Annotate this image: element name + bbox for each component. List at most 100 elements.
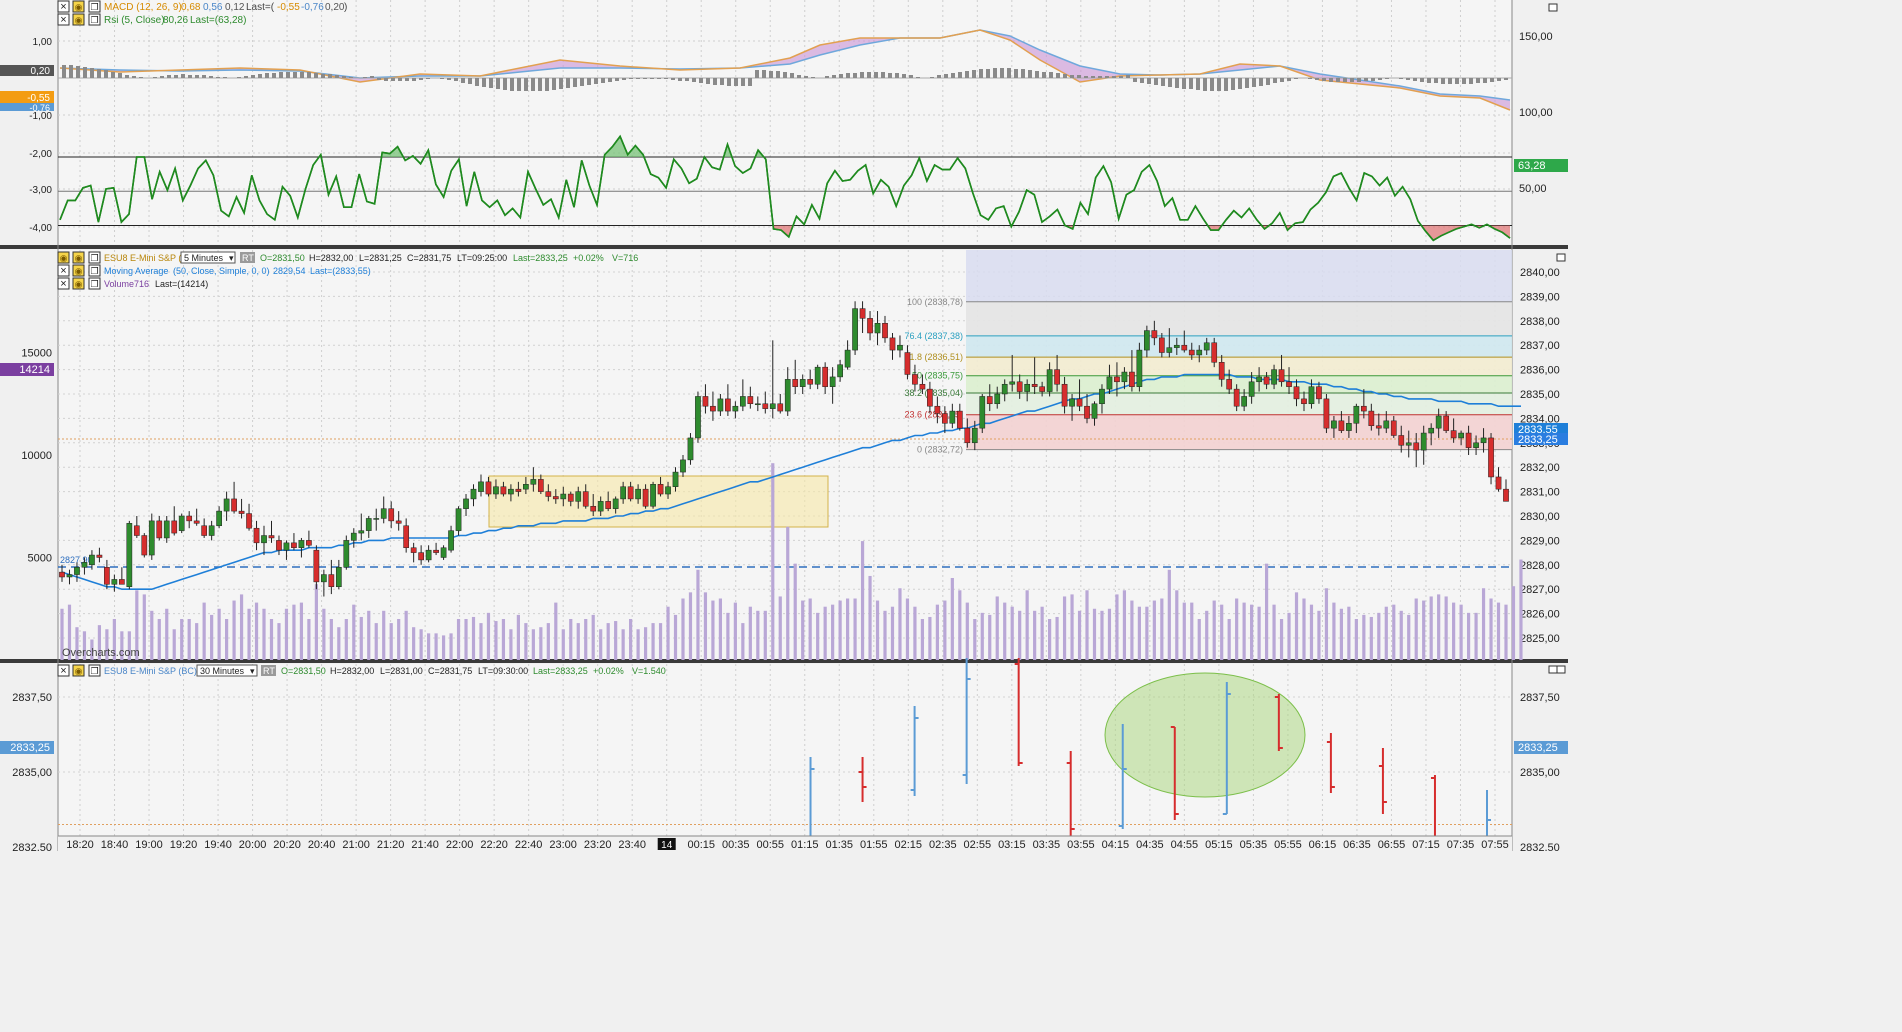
candle-body[interactable] [979, 396, 986, 429]
candle-body[interactable] [1241, 396, 1247, 407]
properties-button[interactable]: ❐ [88, 277, 101, 290]
candle-body[interactable] [1331, 420, 1337, 429]
candle-body[interactable] [276, 540, 282, 551]
candle-body[interactable] [119, 579, 125, 585]
candle-body[interactable] [560, 493, 567, 500]
candle-body[interactable] [291, 542, 297, 548]
candle-body[interactable] [792, 379, 799, 387]
timeframe-dropdown[interactable] [180, 251, 236, 264]
candle-body[interactable] [657, 484, 664, 495]
candle-body[interactable] [680, 459, 686, 473]
candle-body[interactable] [882, 322, 888, 339]
candle-body[interactable] [1039, 386, 1045, 392]
candle-body[interactable] [1076, 398, 1083, 407]
candle-body[interactable] [493, 486, 499, 495]
candle-body[interactable] [1151, 330, 1158, 339]
candle-body[interactable] [1450, 430, 1457, 439]
visibility-toggle-button[interactable]: ◉ [57, 251, 70, 264]
candle-body[interactable] [1473, 442, 1479, 448]
candle-body[interactable] [388, 508, 395, 522]
candle-body[interactable] [321, 574, 327, 583]
candle-body[interactable] [148, 520, 155, 556]
candle-body[interactable] [365, 518, 372, 531]
remove-indicator-button-box[interactable] [57, 13, 70, 26]
candle-body[interactable] [964, 427, 971, 444]
candle-body[interactable] [1413, 442, 1420, 451]
candle-body[interactable] [1009, 381, 1016, 385]
candle-body[interactable] [552, 496, 559, 500]
candle-body[interactable] [1375, 425, 1382, 429]
candle-body[interactable] [912, 374, 918, 385]
candle-body[interactable] [956, 410, 963, 429]
candle-body[interactable] [754, 403, 761, 406]
candle-body[interactable] [829, 376, 836, 387]
candle-body[interactable] [597, 501, 604, 512]
candle-body[interactable] [328, 574, 335, 588]
properties-button-box[interactable] [88, 664, 101, 677]
candle-body[interactable] [523, 484, 529, 490]
candle-body[interactable] [837, 364, 843, 378]
candle-body[interactable] [1233, 388, 1240, 407]
candle-body[interactable] [306, 540, 312, 546]
candle-body[interactable] [253, 527, 260, 544]
candle-body[interactable] [261, 535, 267, 544]
candle-body[interactable] [575, 491, 582, 502]
visibility-toggle-button[interactable]: ◉ [72, 13, 85, 26]
properties-button[interactable]: ❐ [88, 13, 101, 26]
candle-body[interactable] [852, 308, 858, 351]
candle-body[interactable] [186, 515, 193, 522]
candle-body[interactable] [156, 520, 163, 539]
properties-button[interactable]: ❐ [88, 264, 101, 277]
candle-body[interactable] [1054, 369, 1060, 385]
candle-body[interactable] [403, 525, 410, 548]
candle-body[interactable] [1488, 437, 1494, 478]
candle-body[interactable] [1218, 362, 1225, 380]
candle-body[interactable] [537, 479, 544, 492]
candle-body[interactable] [942, 413, 948, 424]
candle-body[interactable] [687, 437, 694, 461]
candle-body[interactable] [859, 308, 866, 319]
properties-button-box[interactable] [88, 264, 101, 277]
candle-body[interactable] [96, 554, 103, 558]
candle-body[interactable] [620, 486, 626, 500]
candle-body[interactable] [335, 566, 342, 588]
visibility-toggle-button-box[interactable] [72, 0, 85, 13]
maximize-panel-button[interactable] [1556, 253, 1566, 262]
candle-body[interactable] [739, 396, 746, 407]
candle-body[interactable] [1278, 369, 1285, 383]
candle-body[interactable] [358, 530, 365, 534]
candle-body[interactable] [313, 549, 320, 583]
candle-body[interactable] [1136, 349, 1143, 387]
candle-body[interactable] [1316, 386, 1322, 400]
candle-body[interactable] [1286, 381, 1292, 387]
candle-body[interactable] [1301, 398, 1307, 405]
candle-body[interactable] [208, 525, 215, 536]
candle-body[interactable] [463, 498, 469, 509]
candle-body[interactable] [897, 344, 903, 351]
remove-indicator-button[interactable]: × [57, 0, 70, 13]
candle-body[interactable] [986, 396, 993, 405]
candle-body[interactable] [1181, 344, 1188, 351]
candle-body[interactable] [590, 505, 597, 512]
candle-body[interactable] [1196, 349, 1203, 356]
rt-button[interactable] [240, 252, 255, 263]
candle-body[interactable] [193, 520, 200, 524]
visibility-toggle-button-box[interactable] [72, 664, 85, 677]
candle-body[interactable] [814, 366, 821, 385]
candle-body[interactable] [89, 554, 95, 566]
maximize-panel-button[interactable] [1556, 665, 1566, 674]
candle-body[interactable] [1158, 337, 1165, 353]
candle-body[interactable] [126, 523, 133, 588]
candle-body[interactable] [1166, 347, 1173, 353]
candle-body[interactable] [448, 530, 454, 551]
candle-body[interactable] [1323, 398, 1330, 429]
candle-body[interactable] [425, 549, 432, 561]
candle-body[interactable] [350, 532, 357, 541]
candle-body[interactable] [163, 520, 170, 539]
candle-body[interactable] [478, 481, 484, 492]
candle-body[interactable] [1263, 376, 1270, 385]
candle-body[interactable] [343, 540, 350, 568]
candle-body[interactable] [844, 349, 851, 368]
candle-body[interactable] [246, 513, 252, 529]
visibility-toggle-button[interactable]: ◉ [72, 664, 85, 677]
